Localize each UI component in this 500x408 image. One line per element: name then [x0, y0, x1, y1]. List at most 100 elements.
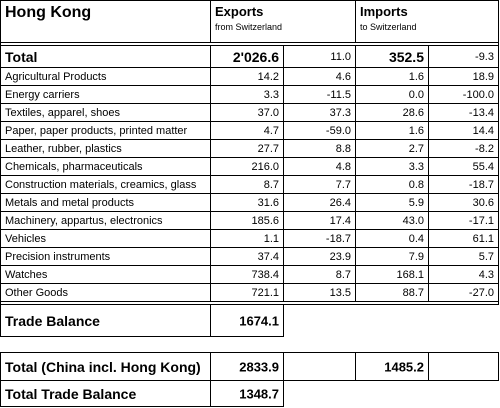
- row-value-cell: 738.4: [210, 265, 284, 284]
- total-value: 352.5: [388, 48, 424, 65]
- row-label-cell: Vehicles: [0, 229, 211, 248]
- row-value-cell: 14.4: [428, 121, 499, 140]
- row-value-cell: 27.7: [210, 139, 284, 158]
- row-value: 37.0: [257, 106, 279, 119]
- row-label: Precision instruments: [5, 250, 111, 263]
- row-value-cell: 4.8: [283, 157, 356, 176]
- row-value: 0.8: [408, 178, 424, 191]
- row-value-cell: 8.8: [283, 139, 356, 158]
- row-label-cell: Other Goods: [0, 283, 211, 302]
- row-value: 7.9: [408, 250, 424, 263]
- row-value: 43.0: [402, 214, 424, 227]
- row-value: 18.9: [472, 70, 494, 83]
- row-value: -27.0: [468, 286, 494, 299]
- row-label: Paper, paper products, printed matter: [5, 124, 188, 137]
- row-value: -11.5: [326, 88, 351, 101]
- row-value-cell: 185.6: [210, 211, 284, 230]
- total-value-cell: 11.0: [283, 45, 356, 68]
- row-value-cell: 3.3: [355, 157, 429, 176]
- trade-balance-label: Trade Balance: [5, 312, 100, 329]
- row-label: Metals and metal products: [5, 196, 135, 209]
- row-label-cell: Watches: [0, 265, 211, 284]
- row-value-cell: 28.6: [355, 103, 429, 122]
- china-empty-cell: [283, 352, 356, 381]
- row-value: 17.4: [329, 214, 351, 227]
- row-label: Chemicals, pharmaceuticals: [5, 160, 143, 173]
- row-label-cell: Metals and metal products: [0, 193, 211, 212]
- row-label-cell: Agricultural Products: [0, 67, 211, 86]
- total-value-cell: 352.5: [355, 45, 429, 68]
- china-balance-label: Total Trade Balance: [5, 385, 137, 402]
- total-value: 11.0: [330, 50, 351, 63]
- row-value: 26.4: [329, 196, 351, 209]
- row-value: 0.4: [408, 232, 424, 245]
- china-total-label-cell: Total (China incl. Hong Kong): [0, 352, 211, 381]
- row-value: -18.7: [468, 178, 494, 191]
- row-value-cell: 1.1: [210, 229, 284, 248]
- total-value: -9.3: [475, 50, 494, 63]
- row-value-cell: 61.1: [428, 229, 499, 248]
- trade-balance-label-cell: Trade Balance: [0, 304, 211, 337]
- row-value: 4.8: [335, 160, 351, 173]
- row-value-cell: 0.8: [355, 175, 429, 194]
- row-value: 37.3: [329, 106, 351, 119]
- imports-header: Imports: [360, 4, 408, 19]
- row-label-cell: Paper, paper products, printed matter: [0, 121, 211, 140]
- row-label-cell: Energy carriers: [0, 85, 211, 104]
- china-imports: 1485.2: [384, 359, 424, 374]
- row-value: 4.7: [263, 124, 279, 137]
- row-value: 55.4: [472, 160, 494, 173]
- row-label: Energy carriers: [5, 88, 80, 101]
- row-label-cell: Leather, rubber, plastics: [0, 139, 211, 158]
- row-value: 0.0: [408, 88, 424, 101]
- row-value: 1.6: [408, 70, 424, 83]
- row-label: Machinery, appartus, electronics: [5, 214, 163, 227]
- row-label: Watches: [5, 268, 48, 281]
- row-value-cell: -18.7: [428, 175, 499, 194]
- total-label-cell: Total: [0, 45, 211, 68]
- row-value: 8.7: [263, 178, 279, 191]
- exports-header: Exports: [215, 4, 264, 19]
- row-value-cell: 1.6: [355, 67, 429, 86]
- row-value-cell: 13.5: [283, 283, 356, 302]
- row-label-cell: Textiles, apparel, shoes: [0, 103, 211, 122]
- china-exports: 2833.9: [239, 359, 279, 374]
- row-value: 1.1: [263, 232, 279, 245]
- row-value: 88.7: [402, 286, 424, 299]
- row-value: 23.9: [329, 250, 351, 263]
- total-value: 2'026.6: [232, 48, 279, 65]
- row-value-cell: 5.9: [355, 193, 429, 212]
- row-value: 14.4: [472, 124, 494, 137]
- exports-header-cell: Exports from Switzerland: [210, 0, 356, 43]
- row-value-cell: 8.7: [283, 265, 356, 284]
- total-value-cell: 2'026.6: [210, 45, 284, 68]
- row-label: Construction materials, creamics, glass: [5, 178, 197, 191]
- row-label: Textiles, apparel, shoes: [5, 106, 120, 119]
- row-value: 13.5: [329, 286, 351, 299]
- row-value: 168.1: [396, 268, 424, 281]
- china-total-label: Total (China incl. Hong Kong): [5, 358, 201, 375]
- row-value-cell: 23.9: [283, 247, 356, 266]
- row-value-cell: 2.7: [355, 139, 429, 158]
- row-value-cell: 0.4: [355, 229, 429, 248]
- row-value-cell: 30.6: [428, 193, 499, 212]
- row-value-cell: 168.1: [355, 265, 429, 284]
- row-label: Vehicles: [5, 232, 46, 245]
- row-value-cell: -11.5: [283, 85, 356, 104]
- row-value: -59.0: [325, 124, 351, 137]
- row-value-cell: 37.0: [210, 103, 284, 122]
- row-value: -17.1: [468, 214, 494, 227]
- title: Hong Kong: [5, 4, 92, 21]
- row-value-cell: -100.0: [428, 85, 499, 104]
- row-value-cell: 1.6: [355, 121, 429, 140]
- total-value-cell: -9.3: [428, 45, 499, 68]
- row-value: 216.0: [251, 160, 279, 173]
- imports-header-cell: Imports to Switzerland: [355, 0, 499, 43]
- row-value: 721.1: [251, 286, 279, 299]
- row-value: 5.7: [478, 250, 494, 263]
- row-value: 14.2: [257, 70, 279, 83]
- row-label: Leather, rubber, plastics: [5, 142, 122, 155]
- trade-balance-value: 1674.1: [239, 313, 279, 328]
- row-value-cell: 43.0: [355, 211, 429, 230]
